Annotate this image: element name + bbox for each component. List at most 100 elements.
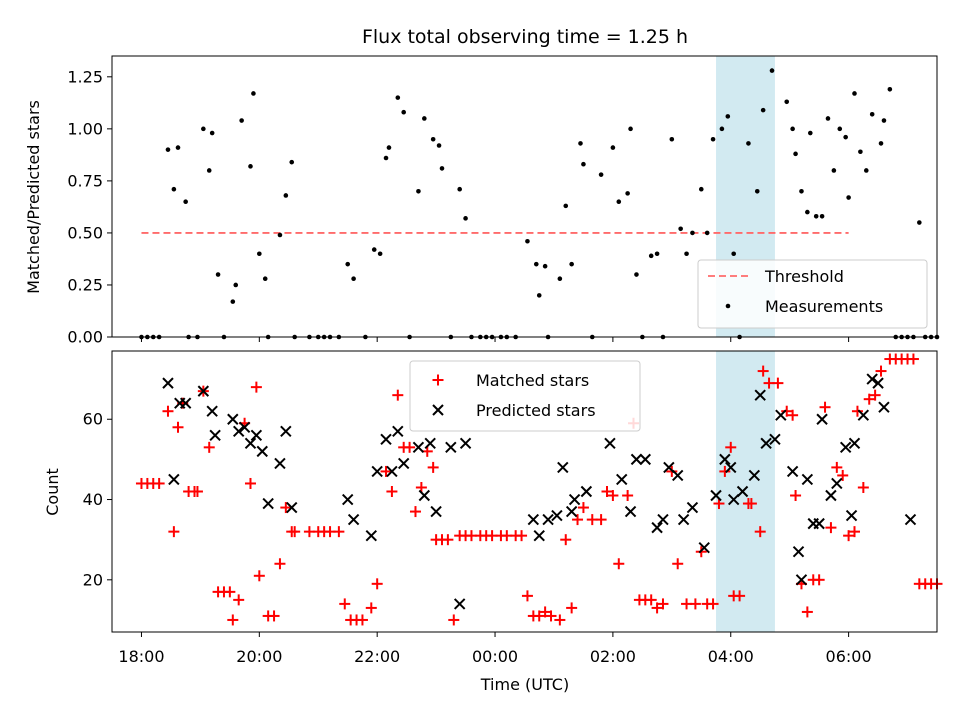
- measurement-point: [533, 261, 539, 267]
- ratio-y-tick-label: 0.50: [67, 223, 103, 242]
- matched-star-point: [645, 594, 657, 606]
- measurement-point: [351, 276, 356, 282]
- predicted-star-point: [551, 509, 563, 522]
- count-legend-box: [409, 360, 641, 432]
- measurement-point: [377, 251, 383, 257]
- measurement-points: [139, 68, 940, 340]
- measurement-point: [542, 263, 548, 269]
- matched-star-point: [754, 526, 766, 538]
- measurement-point: [819, 213, 825, 219]
- measurement-point: [289, 159, 295, 165]
- matched-star-point: [613, 558, 625, 570]
- matched-star-point: [227, 614, 239, 626]
- matched-star-point: [392, 389, 404, 401]
- matched-star-point: [851, 405, 863, 417]
- predicted-star-point: [380, 433, 392, 446]
- matched-star-point: [849, 526, 860, 538]
- matched-star-point: [191, 486, 203, 497]
- chart-title: Flux total observing time = 1.25 h: [362, 26, 688, 48]
- predicted-star-point: [866, 373, 878, 385]
- measurement-point: [813, 213, 819, 219]
- matched-star-point: [745, 498, 757, 510]
- predicted-star-point: [430, 505, 442, 518]
- matched-star-point: [843, 530, 855, 542]
- predicted-star-point: [206, 405, 218, 417]
- predicted-star-point: [848, 437, 861, 450]
- matched-star-point: [415, 481, 427, 493]
- matched-star-point: [787, 409, 799, 421]
- matched-star-point: [719, 465, 731, 477]
- matched-star-point: [250, 381, 262, 393]
- predicted-star-point: [197, 385, 210, 397]
- measurement-point: [825, 116, 831, 121]
- matched-star-point: [601, 486, 613, 497]
- predicted-star-point: [801, 473, 814, 486]
- predicted-star-point: [392, 425, 404, 437]
- measurement-point: [230, 299, 236, 304]
- predicted-star-point: [342, 493, 354, 506]
- count-axes-frame: [111, 350, 938, 633]
- matched-star-point: [244, 477, 256, 489]
- predicted-star-point: [719, 453, 731, 466]
- count-legend: Matched stars Predicted stars: [409, 360, 641, 432]
- predicted-star-point: [813, 517, 825, 530]
- matched-star-point: [689, 598, 701, 610]
- predicted-star-point: [557, 461, 569, 474]
- predicted-star-point: [677, 513, 690, 526]
- measurement-point: [616, 199, 622, 205]
- predicted-star-point: [775, 409, 787, 421]
- legend-matched-swatch: [432, 374, 444, 386]
- measurement-point: [731, 251, 736, 257]
- predicted-star-point: [179, 397, 192, 409]
- measurement-point: [395, 95, 401, 100]
- predicted-star-point: [639, 453, 652, 466]
- measurement-point: [183, 199, 188, 205]
- ratio-y-tick-label: 0.75: [67, 171, 103, 190]
- measurement-point: [457, 186, 462, 192]
- matched-star-point: [153, 477, 165, 489]
- predicted-star-point: [663, 461, 675, 474]
- matched-star-point: [442, 534, 454, 546]
- predicted-star-point: [760, 437, 772, 450]
- measurement-point: [837, 126, 843, 132]
- ratio-y-ticks: 0.00 0.25 0.50 0.75 1.00 1.25: [67, 67, 112, 347]
- measurement-point: [175, 145, 181, 150]
- predicted-star-point: [725, 461, 737, 474]
- count-y-tick-label: 20: [83, 570, 103, 589]
- matched-star-point: [554, 614, 566, 626]
- predicted-star-point: [365, 529, 377, 542]
- x-tick-label: 00:00: [472, 647, 518, 666]
- predicted-star-point: [168, 473, 180, 486]
- predicted-star-point: [280, 425, 292, 437]
- predicted-star-point: [347, 513, 360, 526]
- matched-star-point: [707, 598, 719, 610]
- predicted-star-point: [831, 477, 843, 490]
- predicted-star-point: [748, 469, 761, 482]
- predicted-star-point: [256, 445, 268, 458]
- predicted-star-point: [878, 401, 890, 413]
- matched-star-point: [577, 502, 589, 514]
- predicted-star-point: [527, 513, 540, 526]
- measurement-point: [852, 91, 857, 96]
- legend-predicted-label: Predicted stars: [476, 401, 596, 420]
- predicted-star-point: [792, 546, 805, 558]
- predicted-star-point: [459, 437, 472, 450]
- matched-star-point: [572, 514, 584, 526]
- measurement-point: [846, 195, 851, 200]
- predicted-star-point: [418, 489, 431, 502]
- measurement-point: [209, 130, 215, 136]
- predicted-star-point: [710, 489, 722, 502]
- predicted-star-point: [424, 437, 436, 450]
- measurement-point: [251, 91, 256, 96]
- x-tick-label: 02:00: [590, 647, 636, 666]
- predicted-star-point: [624, 505, 637, 518]
- measurement-point: [569, 261, 574, 267]
- predicted-star-point: [672, 469, 684, 482]
- measurement-point: [239, 118, 244, 123]
- ratio-legend-box: [697, 259, 928, 329]
- measurement-point: [422, 116, 427, 121]
- matched-star-point: [386, 486, 398, 497]
- matched-star-point: [162, 405, 174, 417]
- predicted-star-point: [604, 437, 616, 450]
- predicted-star-point: [162, 377, 174, 389]
